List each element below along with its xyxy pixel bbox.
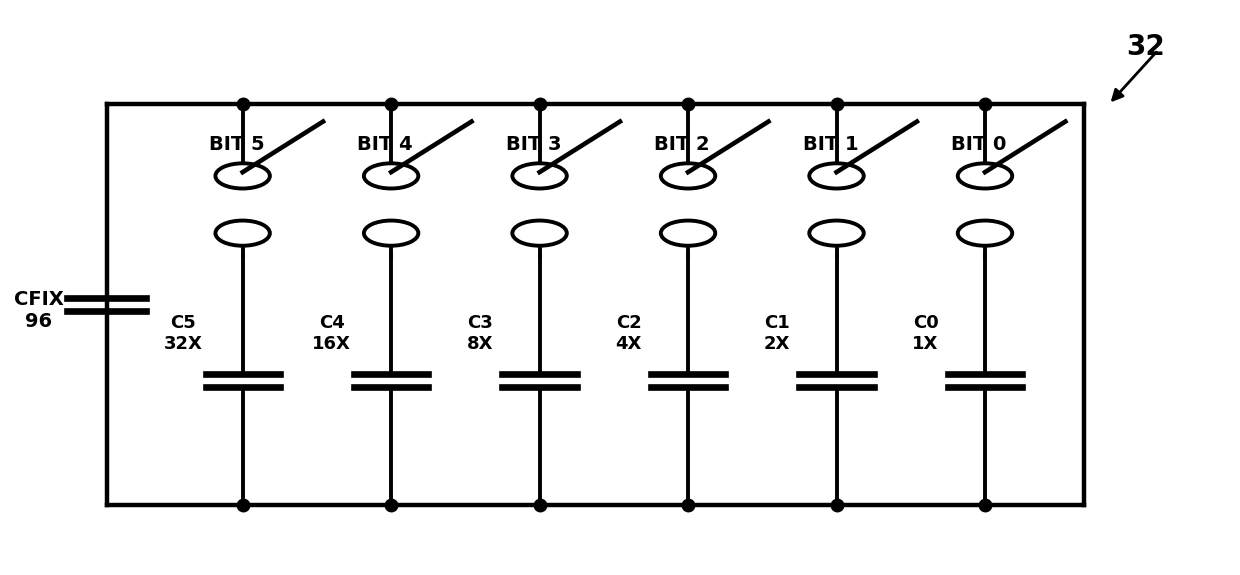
- Text: C3
8X: C3 8X: [467, 314, 494, 352]
- Text: BIT 1: BIT 1: [802, 135, 858, 154]
- Text: BIT 3: BIT 3: [506, 135, 562, 154]
- Text: C5
32X: C5 32X: [164, 314, 202, 352]
- Text: C4
16X: C4 16X: [312, 314, 351, 352]
- Text: C0
1X: C0 1X: [913, 314, 939, 352]
- Text: BIT 2: BIT 2: [653, 135, 709, 154]
- Text: BIT 4: BIT 4: [357, 135, 413, 154]
- Text: BIT 5: BIT 5: [208, 135, 264, 154]
- Text: BIT 0: BIT 0: [951, 135, 1007, 154]
- Text: C2
4X: C2 4X: [615, 314, 642, 352]
- Text: 32: 32: [1126, 33, 1166, 61]
- Text: CFIX
96: CFIX 96: [14, 290, 63, 331]
- Text: C1
2X: C1 2X: [764, 314, 790, 352]
